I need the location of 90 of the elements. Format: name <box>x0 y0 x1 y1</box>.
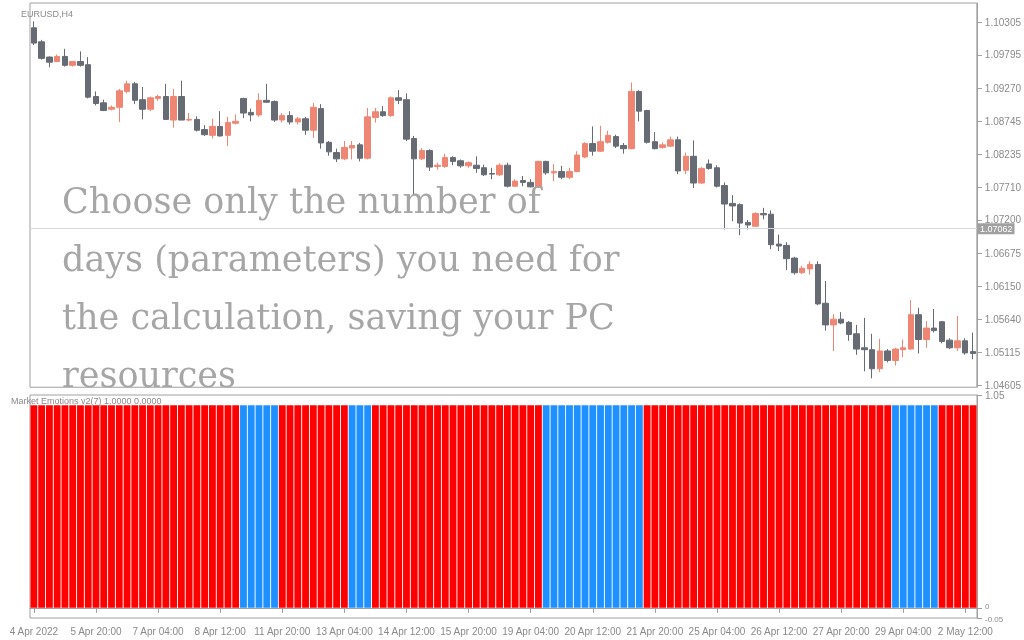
candlestick <box>745 219 751 230</box>
candlestick <box>752 211 759 228</box>
y-tick-label: 1.05 <box>985 389 1005 401</box>
x-tick-label: 13 Apr 04:00 <box>316 625 374 637</box>
annotation: Choose only the number of days (parameters) you need for the calculation, saving your PC resources <box>62 181 631 395</box>
candlestick <box>706 158 712 171</box>
x-tick-label: 8 Apr 12:00 <box>194 625 247 637</box>
candlestick <box>582 141 588 159</box>
x-tick-label: 15 Apr 20:00 <box>440 625 498 637</box>
x-tick-label: 11 Apr 20:00 <box>254 625 311 637</box>
candlestick <box>915 307 922 355</box>
candlestick <box>512 178 518 188</box>
candlestick <box>357 142 363 162</box>
candlestick <box>504 162 511 188</box>
x-tick-label: 5 Apr 20:00 <box>70 625 122 637</box>
candlestick <box>388 96 394 118</box>
candlestick <box>170 88 177 129</box>
text: EURUSD,H4 <box>21 8 74 19</box>
candlestick <box>830 313 837 352</box>
candlestick <box>209 118 216 139</box>
candlestick <box>54 54 60 63</box>
candlestick <box>675 136 681 175</box>
y-tick-label: 1.09795 <box>984 49 1022 61</box>
candlestick <box>496 162 503 177</box>
candlestick <box>931 308 937 334</box>
candlestick <box>877 338 883 373</box>
candlestick <box>295 116 301 125</box>
y-tick-label: 1.07200 <box>984 214 1022 226</box>
candlestick <box>636 89 642 122</box>
candlestick <box>589 125 596 157</box>
candlestick <box>426 148 433 172</box>
y-tick-label: 0 <box>985 602 990 612</box>
candlestick <box>543 160 549 176</box>
candlestick <box>62 48 68 68</box>
candlestick <box>799 265 805 275</box>
y-tick-label: 1.04605 <box>984 379 1022 391</box>
candlestick <box>884 348 891 363</box>
y-tick-label: 1.05115 <box>984 347 1021 359</box>
candlestick <box>908 299 914 351</box>
x-tick-label: 4 Apr 2022 <box>9 625 59 637</box>
x-tick-label: 14 Apr 12:00 <box>378 625 436 637</box>
ref-line-label: 1.07062 <box>980 223 1013 234</box>
candlestick <box>287 110 293 125</box>
candlestick <box>489 167 495 180</box>
y-tick-label: 1.08235 <box>984 148 1022 160</box>
candlestick <box>644 109 650 145</box>
candlestick <box>186 112 192 122</box>
candlestick <box>69 60 76 68</box>
candlestick <box>380 105 386 118</box>
y-tick-label: 1.09270 <box>984 82 1022 94</box>
y-tick-label: 1.06150 <box>984 281 1022 293</box>
x-tick-label: 7 Apr 04:00 <box>132 625 185 637</box>
candlestick <box>551 163 557 182</box>
candlestick <box>954 315 961 352</box>
candlestick <box>683 151 689 175</box>
candlestick <box>178 80 185 121</box>
candlestick <box>698 166 705 185</box>
candlestick <box>690 139 697 189</box>
candlestick <box>279 112 285 124</box>
y-tick-label: 1.05640 <box>984 313 1022 325</box>
x-tick-label: 27 Apr 20:00 <box>812 625 870 637</box>
y-tick-label: -0.05 <box>985 614 1004 624</box>
candlestick <box>163 83 169 121</box>
candlestick <box>628 82 635 150</box>
candlestick <box>652 131 658 150</box>
candlestick <box>419 147 425 161</box>
candlestick <box>970 332 976 360</box>
candlestick <box>923 320 930 349</box>
candlestick <box>838 311 844 325</box>
y-tick-label: 1.06675 <box>984 247 1022 259</box>
x-tick-label: 29 Apr 04:00 <box>874 625 933 637</box>
y-tick-label: 1.08745 <box>984 116 1022 128</box>
candlestick <box>310 102 317 139</box>
x-tick-label: 25 Apr 04:00 <box>688 625 746 637</box>
candlestick <box>465 160 472 169</box>
x-tick-label: 19 Apr 04:00 <box>502 625 560 637</box>
x-tick-label: 21 Apr 20:00 <box>626 625 684 637</box>
candlestick <box>302 116 309 136</box>
chart-title: Market Emotions v2(7) 1.0000 0.0000 <box>11 395 162 406</box>
candlestick <box>807 260 813 276</box>
x-tick-label: 26 Apr 12:00 <box>750 625 808 637</box>
candlestick <box>256 92 262 118</box>
candlestick <box>318 103 324 150</box>
candlestick <box>558 165 565 180</box>
x-tick-label: 20 Apr 12:00 <box>564 625 622 637</box>
x-tick-label: 2 May 12:00 <box>937 625 994 637</box>
y-tick-label: 1.07710 <box>984 181 1022 193</box>
candlestick <box>962 337 968 356</box>
candlestick <box>217 110 223 138</box>
y-tick-label: 1.10305 <box>984 16 1022 28</box>
